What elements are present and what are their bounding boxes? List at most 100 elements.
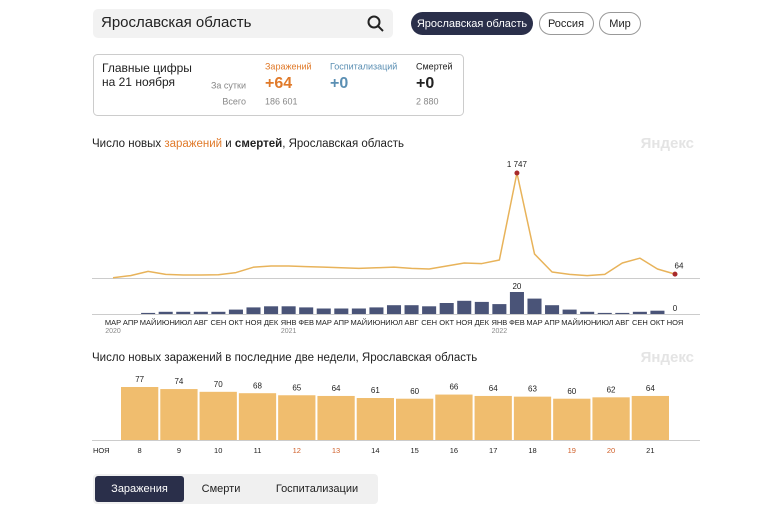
- x-tick-label: СЕН: [210, 318, 226, 327]
- year-label: 2021: [281, 328, 297, 335]
- bar: [631, 395, 669, 440]
- tab-label[interactable]: Заражения: [111, 483, 168, 495]
- title-part: Число новых: [92, 138, 164, 150]
- region-label: Мир: [609, 18, 630, 30]
- x-tick-label: 13: [332, 446, 340, 455]
- data-label: 64: [646, 384, 655, 393]
- death-bar: [457, 300, 472, 314]
- death-bar: [632, 311, 647, 314]
- x-tick-label: АВГ: [405, 318, 419, 327]
- summary-columns: Заражений +64 186 601 Госпитализаций +0 Смерт…: [265, 61, 453, 106]
- x-tick-label: АВГ: [194, 318, 208, 327]
- x-tick-label: МАЙ: [140, 318, 157, 327]
- bar: [278, 395, 316, 440]
- data-label: 64: [332, 384, 341, 393]
- tab-label[interactable]: Смерти: [202, 483, 241, 495]
- x-tick-label: 9: [177, 446, 181, 455]
- region-label: Россия: [548, 18, 584, 30]
- death-bar: [597, 312, 612, 314]
- x-tick-label: ДЕК: [475, 318, 490, 327]
- bar: [160, 389, 198, 440]
- region-label: Ярославская область: [417, 18, 528, 30]
- total-value: 186 601: [265, 96, 298, 106]
- x-tick-label: АПР: [334, 318, 349, 327]
- x-tick-label: МАЙ: [351, 318, 368, 327]
- death-bar: [615, 312, 630, 314]
- data-label: 20: [512, 282, 521, 291]
- x-tick-label: ДЕК: [264, 318, 279, 327]
- year-label: 2020: [105, 328, 121, 335]
- bar-chart: 77 8 74 9 70 10 68 11 65 12 64 13 61 14 60 15 66 16 64 17 63…: [121, 375, 669, 455]
- death-bar: [562, 309, 577, 314]
- x-tick-label: ФЕВ: [298, 318, 314, 327]
- data-label: 60: [567, 387, 576, 396]
- column-name: Заражений: [265, 61, 312, 71]
- point: [672, 271, 678, 277]
- data-label: 60: [410, 387, 419, 396]
- region-button[interactable]: [539, 12, 594, 35]
- region-button-active[interactable]: [411, 12, 533, 35]
- data-label: 64: [675, 261, 684, 270]
- death-bar: [369, 307, 384, 314]
- bar: [121, 387, 159, 440]
- death-bar: [404, 305, 419, 314]
- x-tick-label: ИЮЛ: [385, 318, 403, 327]
- death-bar: [264, 306, 279, 314]
- x-tick-label: АПР: [544, 318, 559, 327]
- death-bar: [334, 308, 349, 314]
- death-bar: [299, 307, 314, 314]
- search-box[interactable]: [93, 9, 393, 38]
- x-tick-label: НОЯ: [245, 318, 262, 327]
- today-value: +0: [416, 75, 434, 92]
- x-tick-label: АВГ: [615, 318, 629, 327]
- x-tick-label: 14: [371, 446, 379, 455]
- death-bar: [246, 307, 261, 314]
- column-name: Госпитализаций: [330, 61, 397, 71]
- death-bar: [509, 292, 524, 314]
- tab-label[interactable]: Госпитализации: [276, 483, 358, 495]
- summary-box: [93, 54, 464, 116]
- death-bar: [474, 301, 489, 314]
- month-label: НОЯ: [93, 446, 110, 455]
- death-bar: [141, 312, 156, 314]
- tab-active[interactable]: [95, 476, 184, 502]
- bar: [238, 393, 277, 440]
- search-text: Ярославская область: [101, 14, 252, 31]
- bar: [356, 398, 394, 440]
- data-label: 61: [371, 386, 380, 395]
- bar: [199, 391, 237, 440]
- title-part: , Ярославская область: [282, 138, 404, 150]
- x-tick-label: 21: [646, 446, 654, 455]
- point: [514, 170, 520, 176]
- bar: [592, 397, 630, 440]
- bar-chart-title: Число новых заражений в последние две не…: [92, 352, 477, 364]
- x-tick-label: 20: [607, 446, 615, 455]
- death-bar: [545, 305, 560, 314]
- bar: [435, 394, 473, 440]
- x-tick-label: ИЮЛ: [596, 318, 614, 327]
- data-label: 77: [135, 375, 144, 384]
- x-tick-label: 18: [528, 446, 536, 455]
- data-label: 0: [673, 304, 678, 313]
- data-label: 66: [449, 383, 458, 392]
- x-tick-label: 10: [214, 446, 222, 455]
- x-tick-label: 12: [293, 446, 301, 455]
- watermark: Яндекс: [641, 349, 694, 366]
- bar: [513, 396, 552, 440]
- death-bar: [211, 311, 226, 314]
- death-bar: [650, 310, 665, 314]
- x-tick-label: НОЯ: [456, 318, 473, 327]
- x-tick-label: ИЮЛ: [174, 318, 192, 327]
- search-icon[interactable]: [367, 15, 384, 32]
- data-label: 74: [174, 377, 183, 386]
- region-button[interactable]: [599, 12, 641, 35]
- watermark: Яндекс: [641, 135, 694, 152]
- x-tick-label: ИЮН: [367, 318, 385, 327]
- x-tick-label: ОКТ: [439, 318, 454, 327]
- x-tick-label: СЕН: [421, 318, 437, 327]
- total-value: 2 880: [416, 96, 439, 106]
- data-label: 62: [607, 385, 616, 394]
- summary-title: на 21 ноября: [102, 75, 175, 89]
